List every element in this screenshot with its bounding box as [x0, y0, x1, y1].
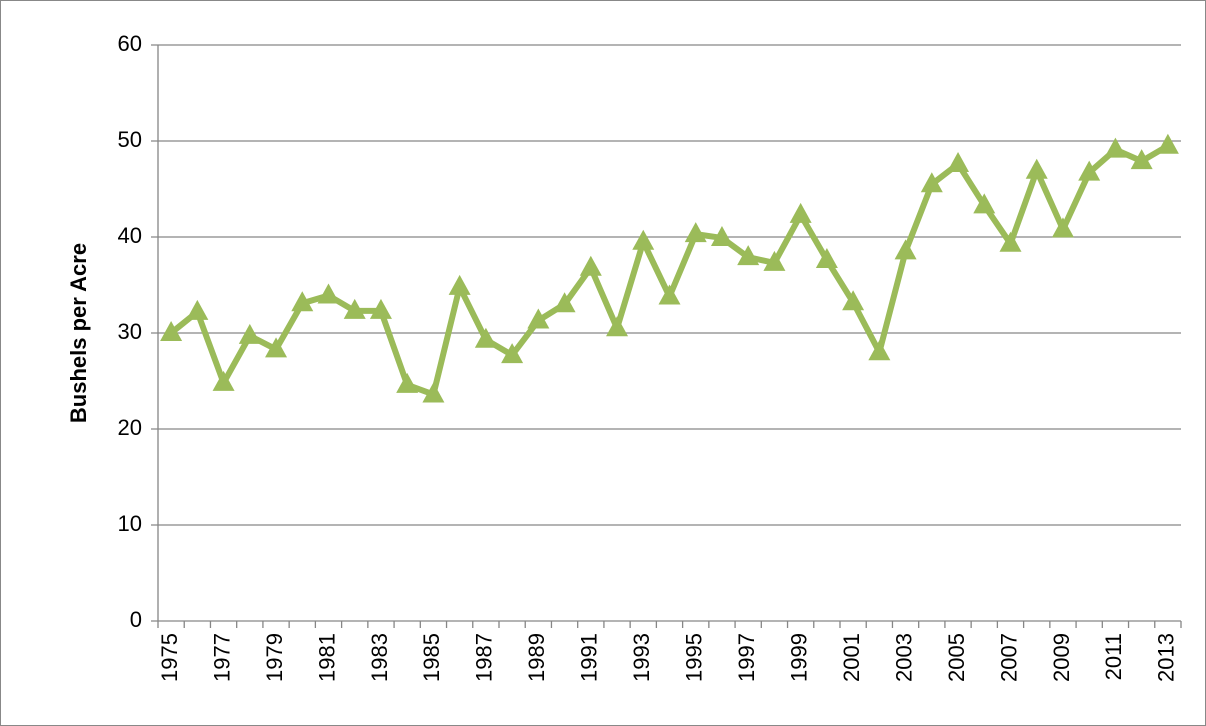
marker	[999, 231, 1022, 252]
y-tick-label: 10	[118, 511, 142, 536]
x-tick-label: 1975	[157, 633, 182, 682]
marker	[815, 248, 838, 269]
marker	[396, 372, 419, 393]
x-tick-label: 2013	[1154, 633, 1179, 682]
marker	[842, 290, 865, 311]
y-axis-label: Bushels per Acre	[66, 243, 91, 423]
marker	[868, 340, 891, 361]
x-tick-label: 1987	[472, 633, 497, 682]
marker	[160, 321, 183, 341]
marker	[186, 299, 209, 320]
marker	[474, 327, 497, 348]
x-tick-label: 1985	[419, 633, 444, 682]
marker	[422, 382, 445, 403]
marker	[710, 225, 733, 246]
marker	[238, 323, 261, 344]
marker	[920, 172, 943, 193]
y-tick-label: 20	[118, 415, 142, 440]
x-tick-label: 1981	[314, 633, 339, 682]
x-tick-label: 1977	[209, 633, 234, 682]
marker	[1104, 137, 1127, 158]
y-tick-label: 0	[130, 607, 142, 632]
marker	[527, 308, 550, 329]
x-tick-label: 2009	[1049, 633, 1074, 682]
marker	[1130, 149, 1153, 170]
marker	[894, 239, 917, 260]
marker	[606, 316, 629, 337]
marker	[265, 337, 288, 358]
marker	[369, 298, 392, 319]
y-tick-label: 40	[118, 223, 142, 248]
x-tick-label: 1995	[682, 633, 707, 682]
x-tick-label: 1997	[734, 633, 759, 682]
marker	[684, 222, 707, 243]
marker	[553, 292, 576, 313]
x-tick-label: 1991	[577, 633, 602, 682]
x-tick-label: 2001	[839, 633, 864, 682]
x-tick-label: 2005	[944, 633, 969, 682]
x-tick-label: 2007	[996, 633, 1021, 682]
x-tick-label: 2011	[1101, 633, 1126, 680]
x-tick-label: 1993	[629, 633, 654, 682]
marker	[1078, 160, 1101, 181]
marker	[501, 343, 524, 364]
x-tick-label: 1999	[786, 633, 811, 682]
y-tick-label: 30	[118, 319, 142, 344]
marker	[632, 229, 655, 250]
marker	[579, 255, 602, 276]
marker	[1025, 158, 1048, 179]
y-tick-label: 60	[118, 31, 142, 56]
marker	[1051, 217, 1074, 238]
marker	[789, 202, 812, 223]
marker	[973, 193, 996, 214]
marker	[947, 152, 970, 173]
marker	[658, 284, 681, 305]
y-tick-label: 50	[118, 127, 142, 152]
x-tick-label: 1989	[524, 633, 549, 682]
marker	[448, 274, 471, 295]
x-tick-label: 2003	[891, 633, 916, 682]
marker	[737, 245, 760, 266]
marker	[1156, 133, 1179, 154]
marker	[763, 250, 786, 271]
marker	[317, 283, 340, 304]
marker	[343, 298, 366, 319]
x-tick-label: 1979	[262, 633, 287, 682]
x-tick-label: 1983	[367, 633, 392, 682]
marker	[291, 291, 314, 312]
marker	[212, 370, 235, 391]
